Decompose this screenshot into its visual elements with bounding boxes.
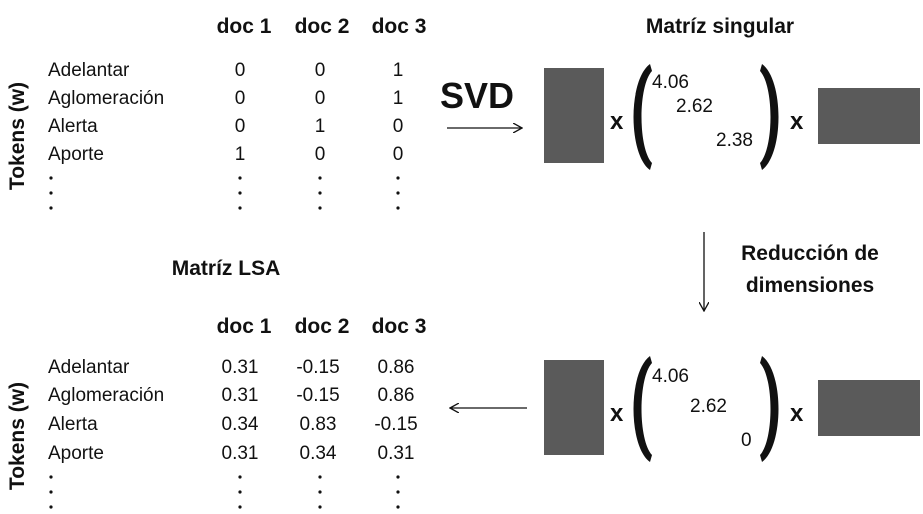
lsa-row-label: Aporte [48, 443, 104, 464]
lsa-row-label: Adelantar [48, 357, 130, 378]
bottom-v-matrix-block [818, 380, 920, 436]
top-svd-decomposition: x 4.06 2.62 2.38 x [544, 64, 920, 170]
lsa-cell: -0.15 [296, 357, 339, 378]
top-cell: 0 [315, 144, 326, 165]
top-col-header-1: doc 1 [217, 15, 272, 38]
lsa-cell: 0.86 [378, 357, 415, 378]
bottom-sigma-3: 0 [741, 430, 752, 451]
top-cell: 0 [235, 116, 246, 137]
top-u-matrix-block [544, 68, 604, 163]
top-term-document-matrix: doc 1 doc 2 doc 3 Tokens (w) Adelantar 0… [6, 15, 426, 210]
lsa-cell: 0.34 [300, 443, 337, 464]
bottom-svd-decomposition: x 4.06 2.62 0 x [544, 356, 920, 462]
lsa-cell: -0.15 [374, 414, 417, 435]
bottom-times-left: x [610, 400, 624, 427]
top-cell: 1 [315, 116, 326, 137]
lsa-continuation-dots [49, 475, 400, 509]
top-sigma-2: 2.62 [676, 96, 713, 117]
top-times-right: x [790, 108, 804, 135]
lsa-cell: 0.31 [222, 385, 259, 406]
top-row-label: Alerta [48, 116, 98, 137]
lsa-cell: 0.83 [300, 414, 337, 435]
top-cell: 0 [315, 60, 326, 81]
top-cell: 1 [393, 88, 404, 109]
top-cell: 0 [235, 88, 246, 109]
top-left-paren [633, 64, 652, 170]
reduction-label-line1: Reducción de [741, 242, 879, 265]
top-cell: 0 [393, 144, 404, 165]
top-row-label: Adelantar [48, 60, 130, 81]
top-cell: 0 [315, 88, 326, 109]
top-cell: 1 [393, 60, 404, 81]
top-col-header-3: doc 3 [372, 15, 427, 38]
bottom-times-right: x [790, 400, 804, 427]
singular-matrix-title: Matríz singular [646, 15, 794, 38]
top-sigma-3: 2.38 [716, 130, 753, 151]
top-col-header-2: doc 2 [295, 15, 350, 38]
lsa-col-header-1: doc 1 [217, 315, 272, 338]
bottom-sigma-1: 4.06 [652, 366, 689, 387]
top-v-matrix-block [818, 88, 920, 144]
top-cell: 0 [235, 60, 246, 81]
lsa-cell: 0.86 [378, 385, 415, 406]
lsa-cell: -0.15 [296, 385, 339, 406]
reduction-label-line2: dimensiones [746, 274, 874, 297]
top-continuation-dots [49, 176, 400, 210]
bottom-u-matrix-block [544, 360, 604, 455]
top-cell: 0 [393, 116, 404, 137]
lsa-cell: 0.31 [222, 443, 259, 464]
lsa-row-label: Alerta [48, 414, 98, 435]
lsa-cell: 0.31 [378, 443, 415, 464]
lsa-matrix-title: Matríz LSA [172, 257, 281, 280]
top-times-left: x [610, 108, 624, 135]
bottom-sigma-2: 2.62 [690, 396, 727, 417]
top-row-label: Aglomeración [48, 88, 164, 109]
lsa-row-label: Aglomeración [48, 385, 164, 406]
top-tokens-axis-label: Tokens (w) [6, 82, 29, 190]
lsa-matrix: doc 1 doc 2 doc 3 Tokens (w) Adelantar 0… [6, 315, 426, 509]
top-sigma-1: 4.06 [652, 72, 689, 93]
top-row-label: Aporte [48, 144, 104, 165]
bottom-right-paren [760, 356, 779, 462]
lsa-cell: 0.31 [222, 357, 259, 378]
bottom-left-paren [633, 356, 652, 462]
lsa-col-header-3: doc 3 [372, 315, 427, 338]
svd-label: SVD [440, 75, 514, 116]
top-cell: 1 [235, 144, 246, 165]
lsa-tokens-axis-label: Tokens (w) [6, 382, 29, 490]
lsa-col-header-2: doc 2 [295, 315, 350, 338]
lsa-cell: 0.34 [222, 414, 259, 435]
top-right-paren [760, 64, 779, 170]
